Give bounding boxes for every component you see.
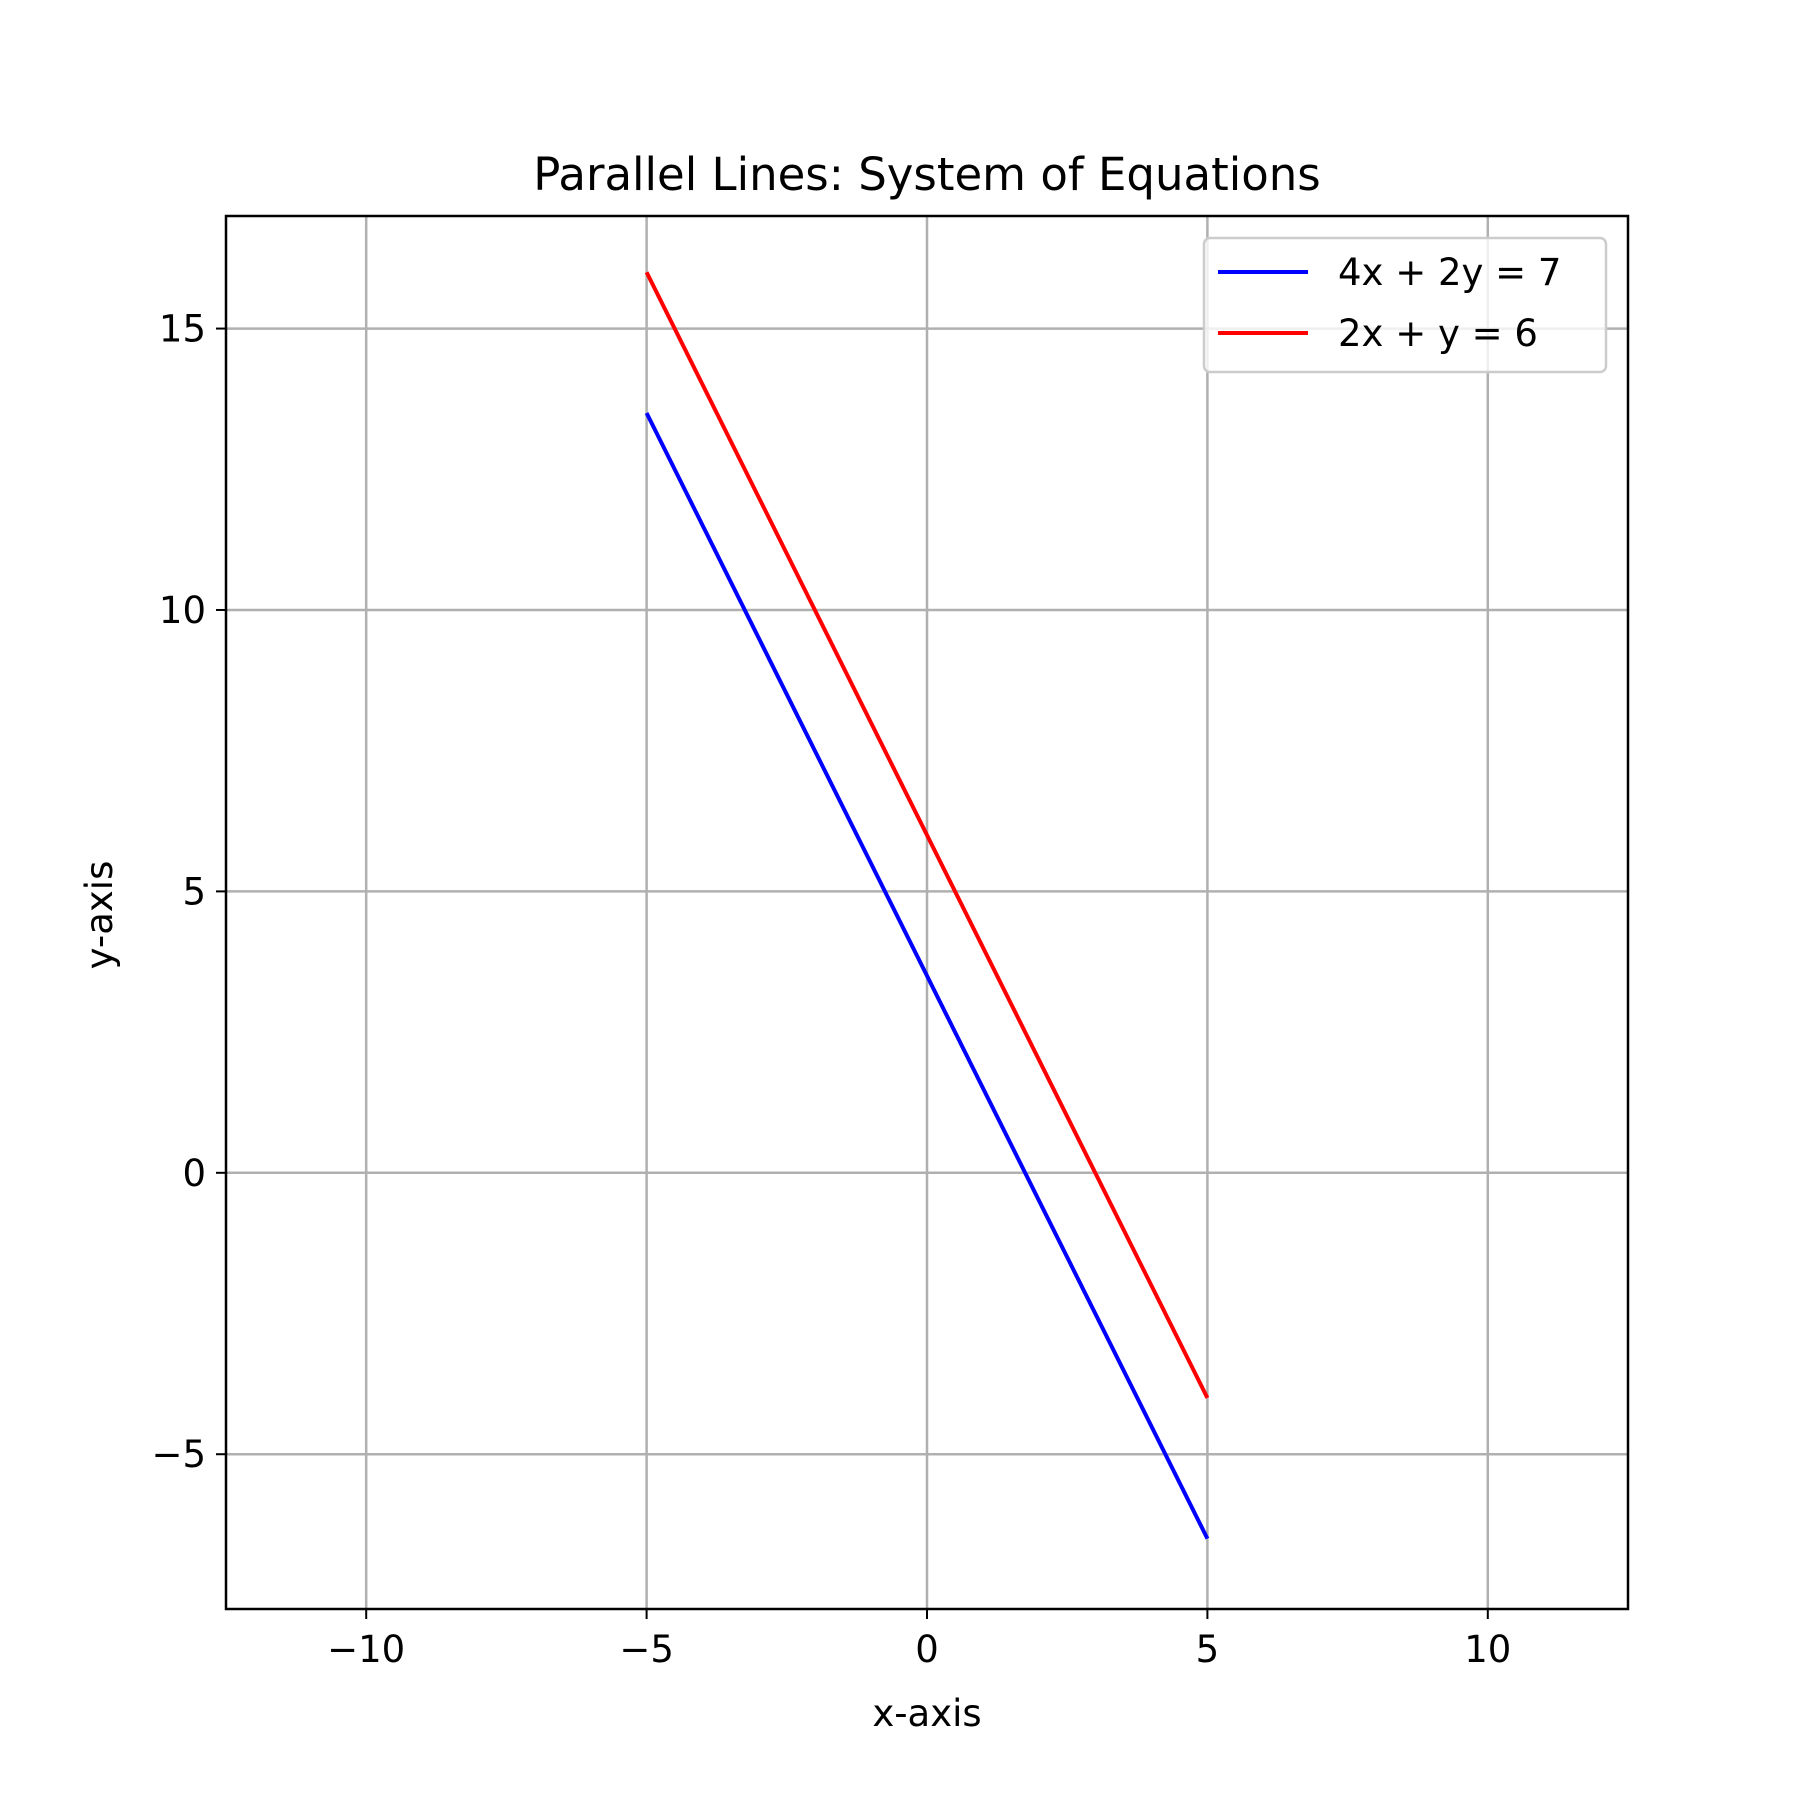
chart-title: Parallel Lines: System of Equations [533,148,1320,201]
y-tick-label: 5 [182,870,206,913]
x-axis-label: x-axis [872,1692,981,1735]
series-line-2 [644,271,1210,1399]
y-tick-label: 15 [159,308,206,351]
legend: 4x + 2y = 7 2x + y = 6 [1202,236,1608,374]
grid-lines [226,216,1628,1609]
legend-label-series-2: 2x + y = 6 [1338,312,1538,355]
series-line-1 [644,412,1210,1540]
x-tick-label: 10 [1464,1628,1511,1671]
y-axis-label: y-axis [78,861,121,970]
x-tick-label: 0 [915,1628,939,1671]
x-tick-label: 5 [1196,1628,1220,1671]
x-tick-label: −10 [327,1628,405,1671]
x-tick-label: −5 [619,1628,674,1671]
axis-ticks: −10 −5 0 5 10 −5 0 5 10 15 [151,308,1511,1671]
series-lines [644,271,1210,1540]
y-tick-label: 10 [159,589,206,632]
y-tick-label: 0 [182,1152,206,1195]
legend-label-series-1: 4x + 2y = 7 [1338,251,1561,294]
y-tick-label: −5 [151,1433,206,1476]
